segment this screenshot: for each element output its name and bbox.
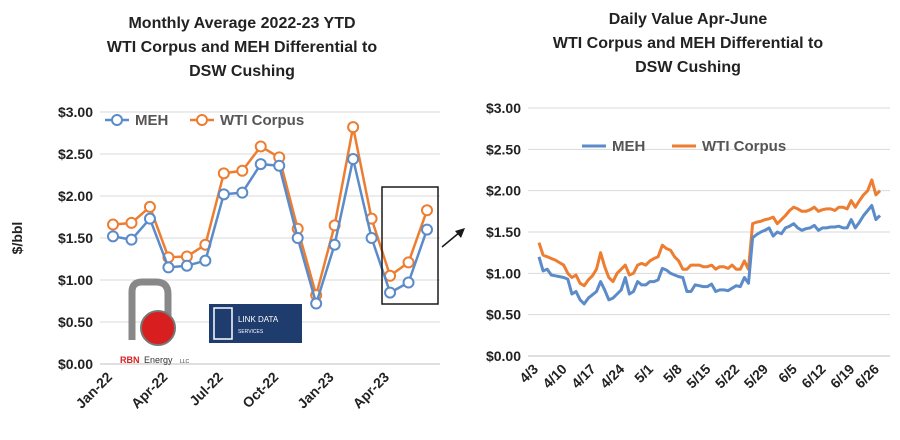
x-tick-label: 4/3 bbox=[516, 361, 541, 386]
y-tick-label: $3.00 bbox=[486, 100, 521, 116]
data-point-meh bbox=[310, 297, 323, 310]
series-line-wti-corpus bbox=[112, 125, 429, 297]
x-tick-label: Apr-23 bbox=[349, 369, 392, 412]
link-logo-line2: SERVICES bbox=[238, 329, 264, 335]
y-tick-label: $0.00 bbox=[58, 356, 93, 372]
chart-title-line: Daily Value Apr-June bbox=[609, 11, 768, 28]
link-logo-line1: LINK DATA bbox=[238, 315, 279, 324]
data-point-meh bbox=[254, 158, 267, 171]
legend-label: MEH bbox=[135, 112, 168, 129]
rbn-logo-text: Energy bbox=[144, 355, 173, 365]
chart-title-line: DSW Cushing bbox=[635, 59, 741, 76]
data-point-meh bbox=[125, 233, 138, 246]
monthly-average-chart: Monthly Average 2022-23 YTD WTI Corpus an… bbox=[9, 15, 440, 411]
data-point-meh bbox=[143, 212, 156, 225]
x-tick-label: 4/17 bbox=[568, 361, 599, 392]
legend-swatch-marker bbox=[196, 114, 208, 126]
data-point-meh bbox=[365, 232, 378, 244]
x-tick-label: Apr-22 bbox=[128, 369, 171, 412]
x-tick-label: 5/29 bbox=[741, 361, 772, 392]
chart-title-line: WTI Corpus and MEH Differential to bbox=[553, 35, 823, 52]
y-tick-label: $2.00 bbox=[58, 188, 93, 204]
data-point-meh bbox=[291, 232, 304, 244]
x-tick-label: 6/12 bbox=[798, 361, 829, 392]
x-tick-label: 5/15 bbox=[683, 361, 714, 392]
x-tick-label: 6/5 bbox=[775, 361, 800, 386]
y-tick-label: $2.50 bbox=[486, 141, 521, 157]
y-tick-label: $1.00 bbox=[486, 265, 521, 281]
data-point-wti-corpus bbox=[217, 167, 230, 180]
rbn-logo-name: RBN bbox=[120, 355, 140, 365]
x-tick-label: 4/10 bbox=[539, 361, 570, 392]
data-point-meh bbox=[328, 238, 341, 251]
zoom-callout bbox=[381, 186, 465, 305]
data-point-wti-corpus bbox=[143, 200, 156, 213]
legend-label: MEH bbox=[612, 138, 645, 155]
x-tick-label: 6/26 bbox=[852, 361, 883, 392]
series-line-meh bbox=[537, 204, 882, 306]
legend-label: WTI Corpus bbox=[220, 112, 304, 129]
zoom-box bbox=[381, 186, 439, 305]
y-tick-label: $0.50 bbox=[58, 314, 93, 330]
data-point-wti-corpus bbox=[347, 121, 360, 134]
data-point-wti-corpus bbox=[421, 204, 433, 217]
x-tick-label: Oct-22 bbox=[239, 369, 281, 411]
zoom-arrow-line bbox=[441, 231, 461, 248]
data-point-wti-corpus bbox=[402, 256, 415, 269]
x-tick-label: Jan-23 bbox=[294, 369, 337, 412]
series-line-meh bbox=[112, 157, 429, 305]
data-point-meh bbox=[421, 223, 433, 236]
data-point-meh bbox=[236, 186, 249, 199]
x-tick-label: 5/8 bbox=[660, 361, 685, 386]
y-tick-label: $2.00 bbox=[486, 183, 521, 199]
link-data-services-logo: LINK DATA SERVICES bbox=[209, 304, 302, 343]
data-point-meh bbox=[273, 159, 286, 172]
y-axis-label: $/bbl bbox=[9, 222, 25, 255]
link-logo-background bbox=[209, 304, 302, 343]
y-tick-label: $0.50 bbox=[486, 307, 521, 323]
rbn-logo-red-ball bbox=[140, 310, 176, 346]
rbn-logo-pipe-left bbox=[128, 278, 156, 340]
y-tick-label: $0.00 bbox=[486, 348, 521, 364]
y-tick-label: $1.00 bbox=[58, 272, 93, 288]
y-tick-label: $1.50 bbox=[58, 230, 93, 246]
data-point-wti-corpus bbox=[236, 164, 249, 177]
x-tick-label: 5/1 bbox=[631, 361, 656, 386]
data-point-wti-corpus bbox=[125, 216, 138, 229]
legend-label: WTI Corpus bbox=[702, 138, 786, 155]
data-point-meh bbox=[162, 261, 175, 274]
chart-title-line: WTI Corpus and MEH Differential to bbox=[107, 39, 377, 56]
zoom-arrow-head bbox=[455, 228, 465, 238]
series-line-wti-corpus bbox=[537, 178, 882, 288]
data-point-meh bbox=[347, 153, 360, 166]
x-tick-label: Jul-22 bbox=[186, 369, 226, 409]
data-point-meh bbox=[402, 276, 415, 289]
rbn-logo-suffix: LLC bbox=[180, 359, 190, 365]
data-point-meh bbox=[199, 254, 212, 267]
data-point-wti-corpus bbox=[107, 218, 119, 231]
chart-title-line: Monthly Average 2022-23 YTD bbox=[128, 15, 355, 32]
data-point-meh bbox=[217, 188, 230, 201]
data-point-meh bbox=[107, 230, 119, 243]
daily-value-chart: Daily Value Apr-June WTI Corpus and MEH D… bbox=[486, 11, 890, 391]
chart-title-line: DSW Cushing bbox=[189, 63, 295, 80]
y-tick-label: $2.50 bbox=[58, 146, 93, 162]
x-tick-label: 5/22 bbox=[712, 361, 743, 392]
legend-swatch-marker bbox=[111, 114, 123, 126]
x-tick-label: Jan-22 bbox=[72, 369, 115, 412]
rbn-energy-logo: RBN Energy LLC bbox=[120, 278, 190, 365]
link-logo-mark bbox=[213, 307, 233, 340]
y-tick-label: $3.00 bbox=[58, 104, 93, 120]
data-point-meh bbox=[180, 259, 193, 272]
x-tick-label: 4/24 bbox=[597, 361, 628, 392]
data-point-wti-corpus bbox=[254, 140, 267, 153]
data-point-meh bbox=[384, 286, 397, 299]
y-tick-label: $1.50 bbox=[486, 224, 521, 240]
x-tick-label: 6/19 bbox=[827, 361, 858, 392]
